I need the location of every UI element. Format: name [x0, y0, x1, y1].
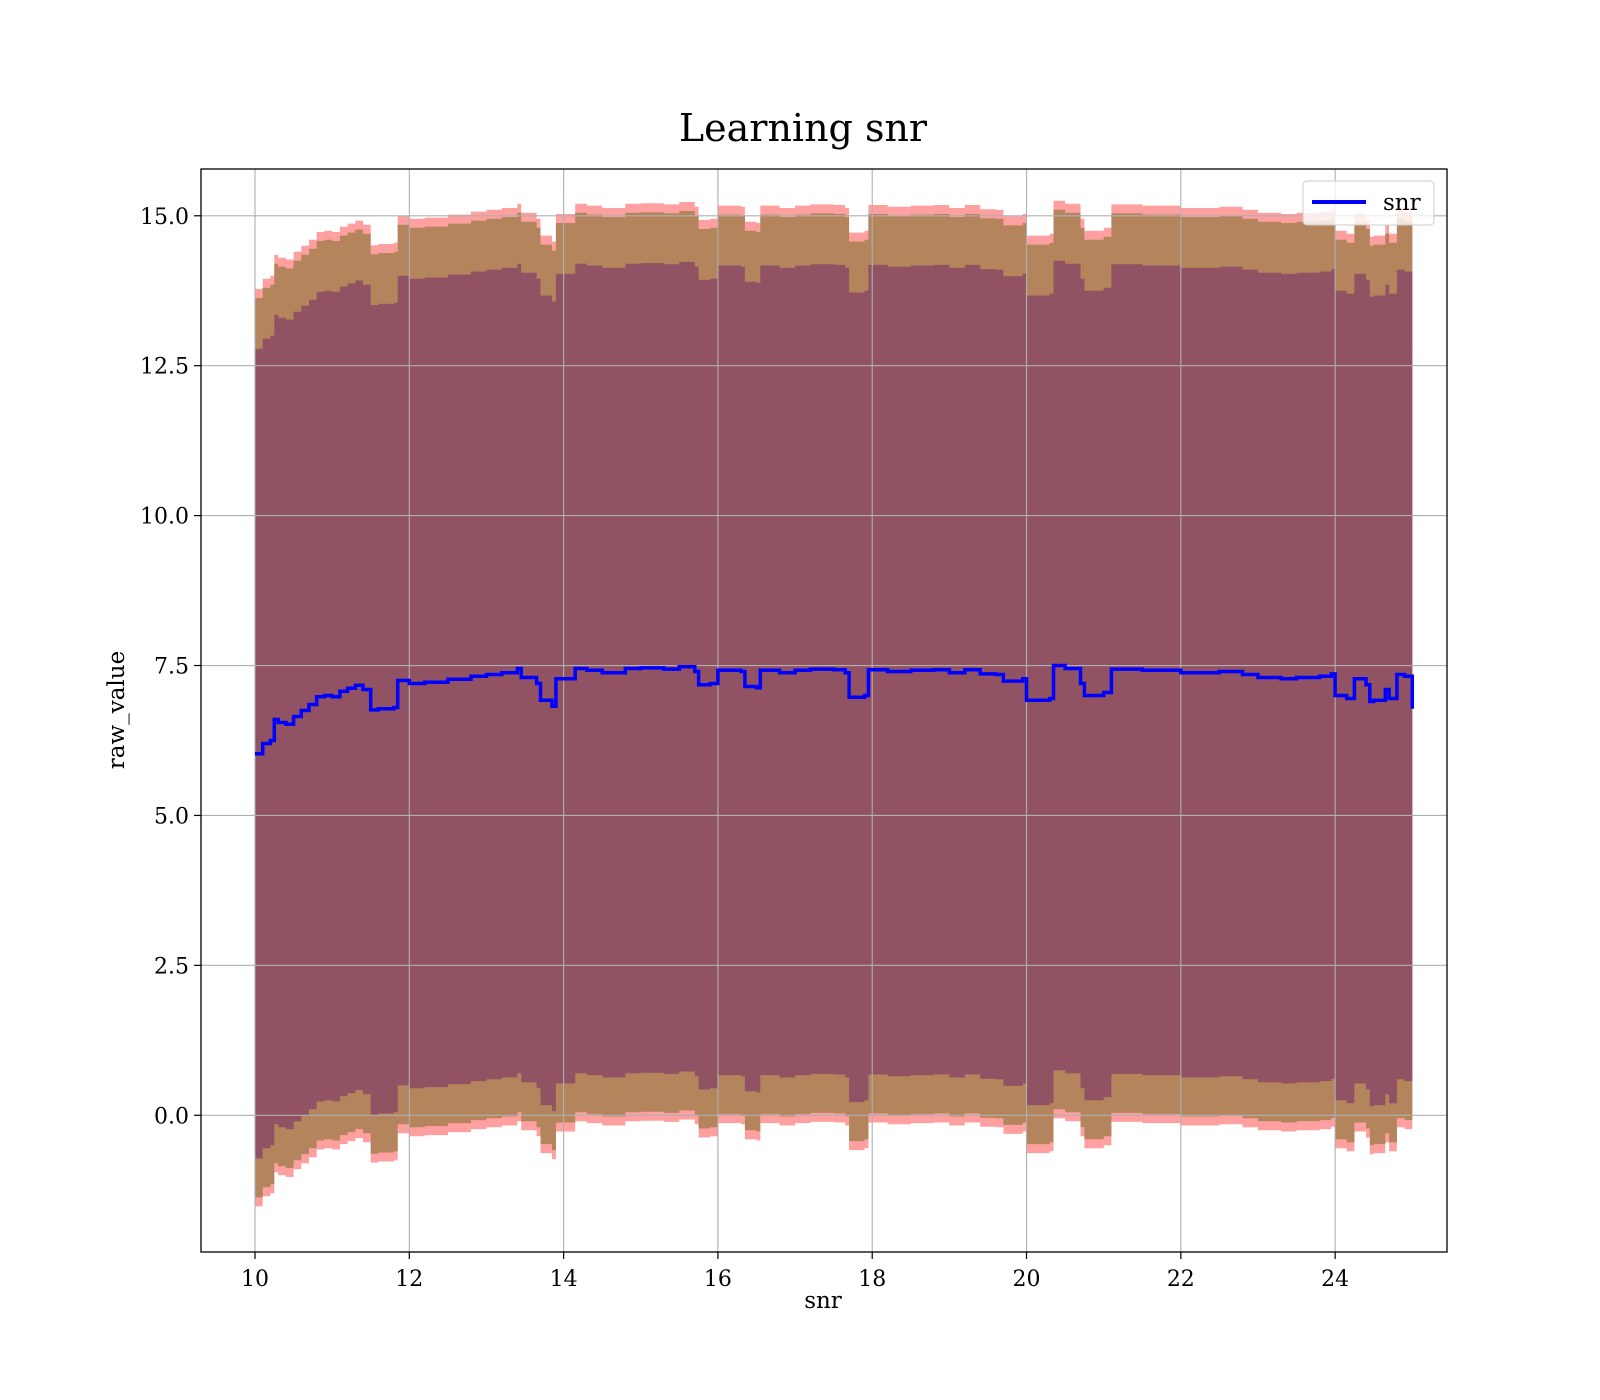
- y-tick-label: 10.0: [140, 505, 189, 530]
- legend: snr: [1302, 180, 1435, 226]
- y-tick-label: 15.0: [140, 205, 189, 230]
- series-line-snr: [255, 663, 1415, 756]
- y-tick-label: 5.0: [154, 804, 189, 829]
- x-tick-label: 12: [395, 1267, 423, 1292]
- band-inner: [255, 260, 1413, 1159]
- y-tick-label: 0.0: [154, 1104, 189, 1129]
- y-axis-ticks: 0.0 2.5 5.0 7.5 10.0 12.5 15.0: [140, 205, 201, 1129]
- y-tick-label: 7.5: [154, 655, 189, 680]
- x-tick-label: 16: [704, 1267, 732, 1292]
- x-tick-label: 20: [1013, 1267, 1041, 1292]
- y-tick-label: 12.5: [140, 355, 189, 380]
- grid-lines: [201, 169, 1447, 1252]
- y-axis-label: raw_value: [104, 651, 130, 769]
- confidence-bands: [255, 200, 1413, 1207]
- x-tick-label: 10: [241, 1267, 269, 1292]
- legend-box: [1302, 180, 1435, 226]
- plot-frame: [200, 168, 1448, 1253]
- x-tick-label: 18: [858, 1267, 886, 1292]
- x-tick-label: 24: [1321, 1267, 1349, 1292]
- x-axis-ticks: 10 12 14 16 18 20 22 24: [241, 1252, 1349, 1292]
- x-tick-label: 14: [550, 1267, 578, 1292]
- legend-label-snr: snr: [1383, 190, 1421, 216]
- chart-title: Learning snr: [679, 106, 928, 150]
- x-tick-label: 22: [1167, 1267, 1195, 1292]
- y-tick-label: 2.5: [154, 954, 189, 979]
- x-axis-label: snr: [804, 1288, 842, 1314]
- series-line-layer: [255, 663, 1415, 756]
